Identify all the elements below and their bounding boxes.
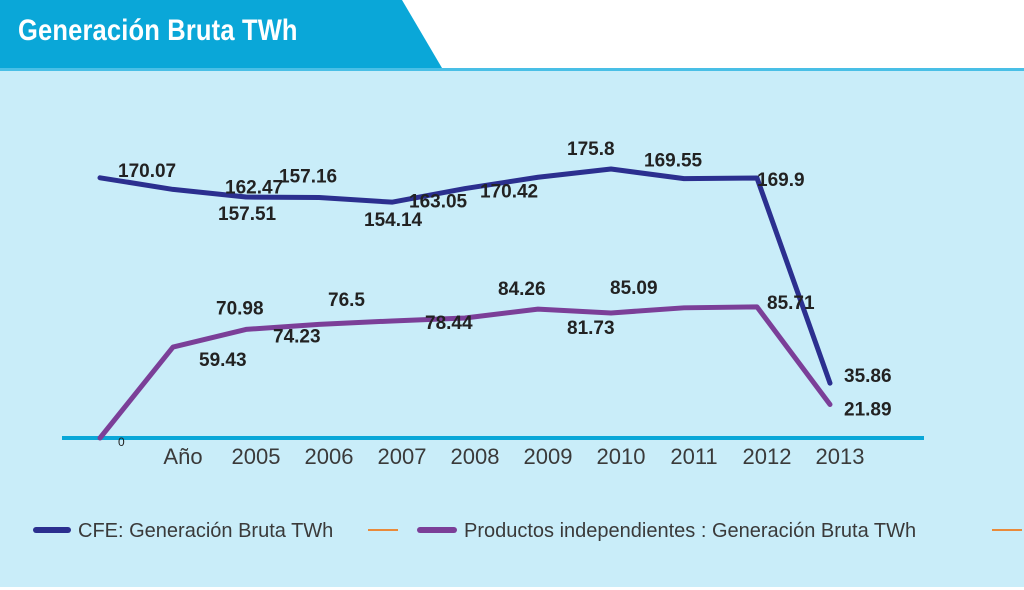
x-tick-label: 2005 (232, 444, 281, 469)
data-label: 85.71 (767, 293, 815, 314)
data-label: 169.9 (757, 170, 805, 191)
data-label: 59.43 (199, 350, 247, 371)
data-label: 85.09 (610, 278, 658, 299)
data-label: 170.07 (118, 161, 176, 182)
x-tick-label: 2011 (670, 444, 717, 469)
chart-panel: Año 2005 2006 2007 2008 2009 2010 2011 2012 2013 1… (0, 68, 1024, 587)
x-tick-label: 2007 (378, 444, 427, 469)
data-label: 21.89 (844, 400, 892, 421)
x-tick-label: Año (163, 444, 202, 469)
data-label: 157.51 (218, 204, 277, 225)
header-band (0, 0, 442, 68)
data-label: 74.23 (273, 326, 321, 347)
data-label: 76.5 (328, 290, 365, 311)
line-chart: Año 2005 2006 2007 2008 2009 2010 2011 2012 2013 1… (33, 139, 1022, 542)
data-label: 0 (118, 435, 125, 449)
data-label: 78.44 (425, 313, 473, 334)
data-label: 163.05 (409, 192, 468, 213)
data-label: 154.14 (364, 210, 423, 231)
data-label: 162.47 (225, 177, 283, 198)
x-tick-label: 2010 (597, 444, 646, 469)
data-label: 175.8 (567, 139, 615, 160)
legend-label-cfe: CFE: Generación Bruta TWh (78, 520, 333, 542)
x-tick-label: 2013 (816, 444, 865, 469)
data-label: 35.86 (844, 366, 892, 387)
data-label: 81.73 (567, 318, 615, 339)
data-label: 70.98 (216, 298, 264, 319)
chart-title: Generación Bruta TWh (18, 14, 298, 47)
data-label: 169.55 (644, 151, 703, 172)
x-tick-label: 2006 (305, 444, 354, 469)
data-label: 170.42 (480, 181, 538, 202)
x-tick-label: 2009 (524, 444, 573, 469)
pi-series-line (97, 304, 833, 441)
x-tick-label: 2008 (451, 444, 500, 469)
legend-label-pi: Productos independientes : Generación Br… (464, 520, 916, 542)
data-label: 157.16 (279, 167, 337, 188)
x-tick-label: 2012 (743, 444, 792, 469)
cfe-series-line (97, 166, 833, 386)
data-label: 84.26 (498, 279, 546, 300)
